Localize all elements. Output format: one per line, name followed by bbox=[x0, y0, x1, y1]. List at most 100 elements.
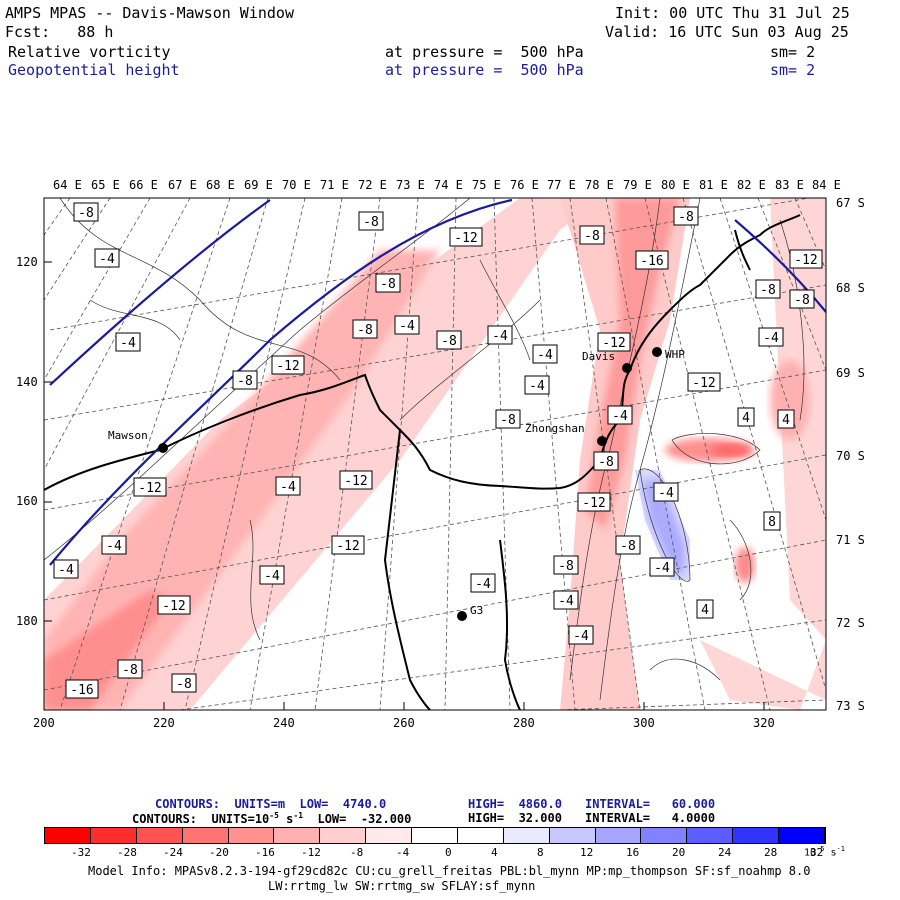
contour-label-box bbox=[339, 470, 373, 490]
station-marker bbox=[457, 611, 467, 621]
colorbar-swatch bbox=[274, 828, 321, 843]
right-tick-label: 73 S bbox=[836, 699, 865, 713]
left-tick-label: 160 bbox=[16, 494, 38, 508]
contour-label: -4 bbox=[492, 329, 508, 344]
colorbar-tick-label: -28 bbox=[117, 846, 137, 859]
field1-smoothing: sm= 2 bbox=[770, 43, 816, 61]
top-tick-label: 78 E bbox=[585, 178, 614, 192]
contour-label: -8 bbox=[678, 210, 694, 225]
top-tick-label: 71 E bbox=[320, 178, 349, 192]
contour-label-box bbox=[597, 332, 631, 352]
top-tick-label: 72 E bbox=[358, 178, 387, 192]
contour-label-box bbox=[436, 330, 462, 350]
colorbar-tick-label: -24 bbox=[163, 846, 183, 859]
colorbar-tick-label: 32 bbox=[810, 846, 824, 859]
bottom-tick-label: 280 bbox=[513, 716, 535, 730]
height-contour-info: CONTOURS: UNITS=m LOW= 4740.0 bbox=[155, 797, 387, 811]
contour-label: -4 bbox=[280, 480, 296, 495]
contour-label-box bbox=[487, 325, 513, 345]
top-tick-label: 82 E bbox=[737, 178, 766, 192]
contour-label-box bbox=[577, 492, 611, 512]
contour-label-box bbox=[553, 555, 579, 575]
contour-label-box bbox=[755, 279, 781, 299]
contour-label: -4 bbox=[120, 336, 136, 351]
contour-label-box bbox=[696, 599, 714, 619]
axis-ticks bbox=[43, 261, 765, 710]
colorbar-swatch bbox=[687, 828, 734, 843]
contour-label: -8 bbox=[357, 323, 373, 338]
colorbar-tick-label: 28 bbox=[764, 846, 778, 859]
colorbar-tick-label: 16 bbox=[626, 846, 640, 859]
station-label: WHP bbox=[665, 348, 685, 361]
contour-label-box bbox=[673, 206, 699, 226]
colorbar-tick-label: -4 bbox=[396, 846, 410, 859]
top-tick-label: 79 E bbox=[623, 178, 652, 192]
contour-label: -8 bbox=[237, 374, 253, 389]
valid-time: Valid: 16 UTC Sun 03 Aug 25 bbox=[605, 23, 849, 41]
contour-label: -4 bbox=[475, 577, 491, 592]
contour-label: -8 bbox=[584, 229, 600, 244]
bottom-tick-label: 320 bbox=[753, 716, 775, 730]
colorbar-swatch bbox=[90, 828, 137, 843]
contour-label-box bbox=[94, 248, 120, 268]
contour-label-box bbox=[635, 250, 669, 270]
colorbar-swatch bbox=[641, 828, 688, 843]
colorbar-units: 10-5 s-1 bbox=[804, 845, 845, 859]
contour-label: -4 bbox=[658, 486, 674, 501]
contour-label-box bbox=[579, 225, 605, 245]
contour-label-box bbox=[115, 332, 141, 352]
left-tick-label: 120 bbox=[16, 255, 38, 269]
contour-label: -8 bbox=[380, 277, 396, 292]
contour-label-box bbox=[763, 511, 781, 531]
contour-label-box bbox=[607, 405, 633, 425]
bottom-tick-label: 220 bbox=[153, 716, 175, 730]
contour-label: -12 bbox=[692, 376, 715, 391]
top-tick-label: 81 E bbox=[699, 178, 728, 192]
contour-label-box bbox=[553, 590, 579, 610]
contour-label: -4 bbox=[529, 379, 545, 394]
contour-label: -8 bbox=[441, 334, 457, 349]
height-contour-interval: INTERVAL= 60.000 bbox=[585, 797, 716, 811]
station-label: Davis bbox=[582, 350, 615, 363]
field2-smoothing: sm= 2 bbox=[770, 61, 816, 79]
top-tick-label: 84 E bbox=[812, 178, 841, 192]
colorbar-swatch bbox=[412, 828, 458, 843]
contour-label: -4 bbox=[264, 569, 280, 584]
contour-labels-layer: -8 -4 -4 -8 -8 -12 -8 -8 -12 -8 -8 -8 -4 -8 -4 -16 -12 -4… bbox=[53, 202, 823, 699]
right-tick-label: 67 S bbox=[836, 196, 865, 210]
contour-label: -4 bbox=[573, 629, 589, 644]
contour-label: -8 bbox=[363, 215, 379, 230]
field2-pressure: at pressure = 500 hPa bbox=[385, 61, 584, 79]
top-tick-label: 67 E bbox=[168, 178, 197, 192]
colorbar-swatch bbox=[503, 828, 550, 843]
field1-pressure: at pressure = 500 hPa bbox=[385, 43, 584, 61]
contour-label: -12 bbox=[602, 336, 625, 351]
right-tick-label: 69 S bbox=[836, 366, 865, 380]
colorbar-tick-label: 20 bbox=[672, 846, 686, 859]
station-marker bbox=[622, 363, 632, 373]
contour-label-box bbox=[789, 249, 823, 269]
top-tick-label: 75 E bbox=[472, 178, 501, 192]
contour-label: -8 bbox=[620, 539, 636, 554]
contour-label-box bbox=[53, 559, 79, 579]
contour-label-box bbox=[259, 565, 285, 585]
contour-label-box bbox=[73, 202, 99, 222]
colorbar-swatch bbox=[457, 828, 504, 843]
contour-label: -4 bbox=[558, 594, 574, 609]
station-marker bbox=[597, 436, 607, 446]
contour-label: -12 bbox=[582, 496, 605, 511]
contour-label: -8 bbox=[78, 206, 94, 221]
contour-label: -8 bbox=[500, 413, 516, 428]
colorbar-swatch bbox=[45, 828, 91, 843]
colorbar-swatch bbox=[595, 828, 642, 843]
top-tick-label: 76 E bbox=[510, 178, 539, 192]
contour-label-box bbox=[232, 370, 258, 390]
station-label: G3 bbox=[470, 604, 483, 617]
model-info-line2: LW:rrtmg_lw SW:rrtmg_sw SFLAY:sf_mynn bbox=[268, 879, 536, 893]
colorbar-tick-label: 24 bbox=[718, 846, 732, 859]
contour-label-box bbox=[157, 595, 191, 615]
colorbar-tick-label: 8 bbox=[537, 846, 544, 859]
contour-label-box bbox=[737, 407, 755, 427]
top-tick-label: 80 E bbox=[661, 178, 690, 192]
colorbar-swatch bbox=[320, 828, 367, 843]
